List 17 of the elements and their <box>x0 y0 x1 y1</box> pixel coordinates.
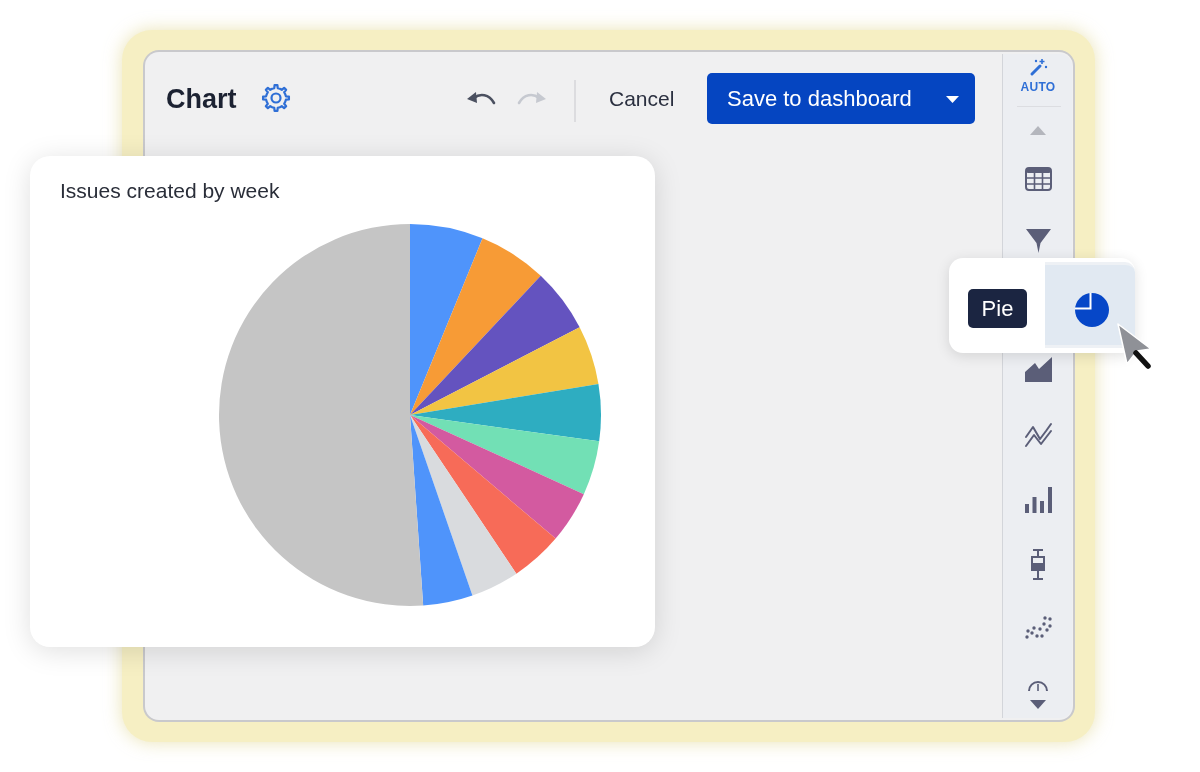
pie-slice <box>219 224 424 606</box>
text: Chart <box>166 83 237 116</box>
label-badge: Pie <box>968 289 1027 328</box>
pie-slice <box>410 383 601 442</box>
pie-slice <box>410 415 473 606</box>
pie-slice <box>410 275 580 415</box>
text: Cancel <box>609 86 675 112</box>
chart-title: Issues created by week <box>60 179 280 203</box>
pie-slice <box>410 415 556 574</box>
text: AUTO <box>1019 80 1057 94</box>
save-button: Save to dashboard <box>707 73 975 124</box>
pie-slice <box>410 224 483 415</box>
pie-slice <box>410 238 541 415</box>
pie-slice <box>410 415 600 495</box>
pie-slice <box>410 415 584 539</box>
pie-slice <box>410 415 517 596</box>
pie-slice <box>410 327 599 415</box>
